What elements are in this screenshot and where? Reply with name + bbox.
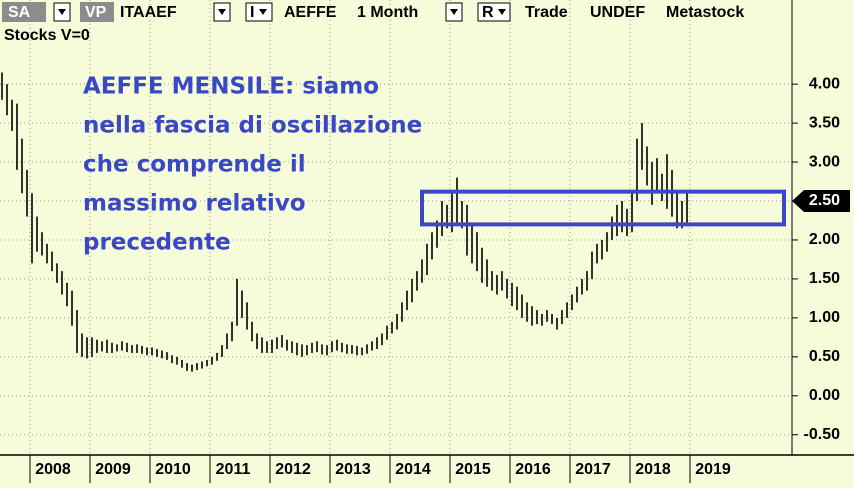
y-tick-label: 0.00 [809,387,840,404]
annotation-line: nella fascia di oscillazione [83,113,422,139]
dropdown-arrow [218,9,226,15]
undef: UNDEF [590,4,645,21]
y-tick-label: 4.00 [809,75,840,92]
annotation-line: precedente [83,230,231,256]
x-tick-label: 2013 [335,461,371,478]
annotation-line: massimo relativo [83,191,306,217]
header-line2: Stocks V=0 [4,27,90,44]
x-tick-label: 2019 [695,461,731,478]
annotation-line: che comprende il [83,152,306,178]
vp-button[interactable] [80,2,114,22]
y-tick-label: 3.00 [809,153,840,170]
price-marker [792,190,850,213]
x-tick-label: 2016 [515,461,551,478]
y-tick-label: 1.50 [809,270,840,287]
dropdown-arrow [58,9,66,15]
oscillation-band [420,189,786,227]
overlay: AEFFE MENSILE: siamo nella fascia di osci… [83,74,786,256]
x-tick-label: 2017 [575,461,611,478]
x-tick-label: 2009 [95,461,131,478]
annotation-line: AEFFE MENSILE: siamo [83,74,379,100]
vp-label: VP [85,4,107,21]
r-label: R [482,4,494,21]
y-tick-label: 2.00 [809,231,840,248]
x-tick-label: 2018 [635,461,671,478]
x-tick-label: 2008 [35,461,71,478]
trade: Trade [525,4,568,21]
dropdown-arrow [498,9,506,15]
x-tick-label: 2015 [455,461,491,478]
x-tick-label: 2014 [395,461,431,478]
x-tick-label: 2012 [275,461,311,478]
y-tick-label: 2.50 [809,192,840,209]
y-tick-label: 0.50 [809,348,840,365]
sa-label: SA [8,4,31,21]
source: Metastock [666,4,744,21]
x-tick-label: 2011 [216,461,251,478]
symbol: ITAAEF [120,4,177,21]
sa-button[interactable] [2,2,46,22]
i-label: I [250,4,254,21]
r-dropdown[interactable] [477,2,511,22]
i-dropdown[interactable] [245,2,273,22]
y-tick-label: 1.00 [809,309,840,326]
stock-name: AEFFE [284,4,337,21]
period: 1 Month [357,4,418,21]
x-tick-label: 2010 [155,461,191,478]
dropdown-arrow [259,9,267,15]
dropdown-arrow [450,9,458,15]
y-tick-label: 3.50 [809,114,840,131]
y-tick-label: -0.50 [804,426,841,443]
header: SA VP ITAAEF I AEFFE 1 Month R Trade UND… [2,2,744,44]
